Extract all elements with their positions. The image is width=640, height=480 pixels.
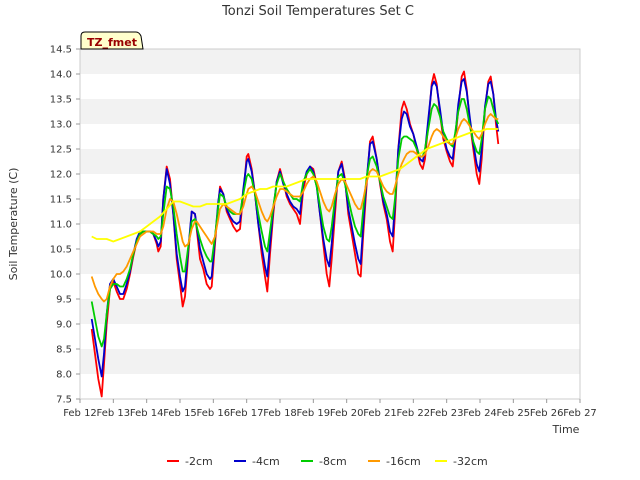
y-tick-label: 10.5 <box>50 245 72 256</box>
legend-label: -8cm <box>319 455 347 468</box>
legend-label: -16cm <box>386 455 421 468</box>
x-tick-label: Feb 14 <box>130 408 164 419</box>
grid-band <box>80 299 580 324</box>
chart-title: Tonzi Soil Temperatures Set C <box>221 4 414 19</box>
legend-item-32cm: -32cm <box>435 455 488 468</box>
y-tick-label: 9.5 <box>56 295 72 306</box>
x-tick-label: Feb 12 <box>63 408 97 419</box>
x-tick-label: Feb 23 <box>430 408 464 419</box>
y-axis-ticks: 7.5 8.0 8.5 9.0 9.5 10.0 10.5 11.0 11.5 12.0 12.5 1… <box>50 45 80 406</box>
x-axis-ticks: Feb 12 Feb 13 Feb 14 Feb 15 Feb 16 Feb 17 Feb … <box>63 399 597 419</box>
grid-bands <box>80 49 580 374</box>
x-tick-label: Feb 21 <box>363 408 397 419</box>
legend-item-16cm: -16cm <box>368 455 421 468</box>
badge-background <box>80 31 144 50</box>
series-line-8cm <box>90 95 500 348</box>
station-badge: TZ_fmet <box>80 31 144 50</box>
y-tick-label: 13.5 <box>50 95 72 106</box>
x-tick-label: Feb 19 <box>297 408 331 419</box>
y-tick-label: 11.5 <box>50 195 72 206</box>
y-tick-label: 13.0 <box>50 120 72 131</box>
y-tick-label: 11.0 <box>50 220 72 231</box>
x-tick-label: Feb 24 <box>463 408 497 419</box>
series-line-16cm <box>90 113 499 303</box>
x-tick-label: Feb 25 <box>497 408 531 419</box>
badge-label: TZ_fmet <box>87 36 137 49</box>
legend-item-8cm: -8cm <box>301 455 347 468</box>
grid-band <box>80 99 580 124</box>
series-line-4cm <box>90 78 500 378</box>
y-tick-label: 10.0 <box>50 270 72 281</box>
legend-label: -4cm <box>252 455 280 468</box>
x-tick-label: Feb 15 <box>163 408 197 419</box>
grid-band <box>80 149 580 174</box>
y-axis-label: Soil Temperature (C) <box>7 168 20 281</box>
y-tick-label: 12.0 <box>50 170 72 181</box>
y-tick-label: 9.0 <box>56 320 72 331</box>
y-tick-label: 8.0 <box>56 370 72 381</box>
legend-item-2cm: -2cm <box>167 455 213 468</box>
x-tick-label: Feb 22 <box>397 408 431 419</box>
x-tick-label: Feb 13 <box>97 408 131 419</box>
legend-label: -2cm <box>185 455 213 468</box>
legend: -2cm -4cm -8cm -16cm -32cm <box>167 455 488 468</box>
legend-item-4cm: -4cm <box>234 455 280 468</box>
x-axis-label: Time <box>552 423 580 436</box>
x-tick-label: Feb 20 <box>330 408 364 419</box>
series-line-32cm <box>91 128 499 243</box>
grid-band <box>80 349 580 374</box>
x-tick-label: Feb 16 <box>197 408 231 419</box>
y-tick-label: 8.5 <box>56 345 72 356</box>
legend-label: -32cm <box>453 455 488 468</box>
y-tick-label: 14.5 <box>50 45 72 56</box>
grid-band <box>80 49 580 74</box>
series-lines <box>90 70 500 398</box>
y-tick-label: 14.0 <box>50 70 72 81</box>
x-tick-label: Feb 18 <box>263 408 297 419</box>
x-tick-label: Feb 17 <box>230 408 264 419</box>
y-tick-label: 7.5 <box>56 395 72 406</box>
y-tick-label: 12.5 <box>50 145 72 156</box>
x-tick-label: Feb 26 <box>530 408 564 419</box>
series-line-2cm <box>90 70 500 398</box>
x-tick-label: Feb 27 <box>563 408 597 419</box>
